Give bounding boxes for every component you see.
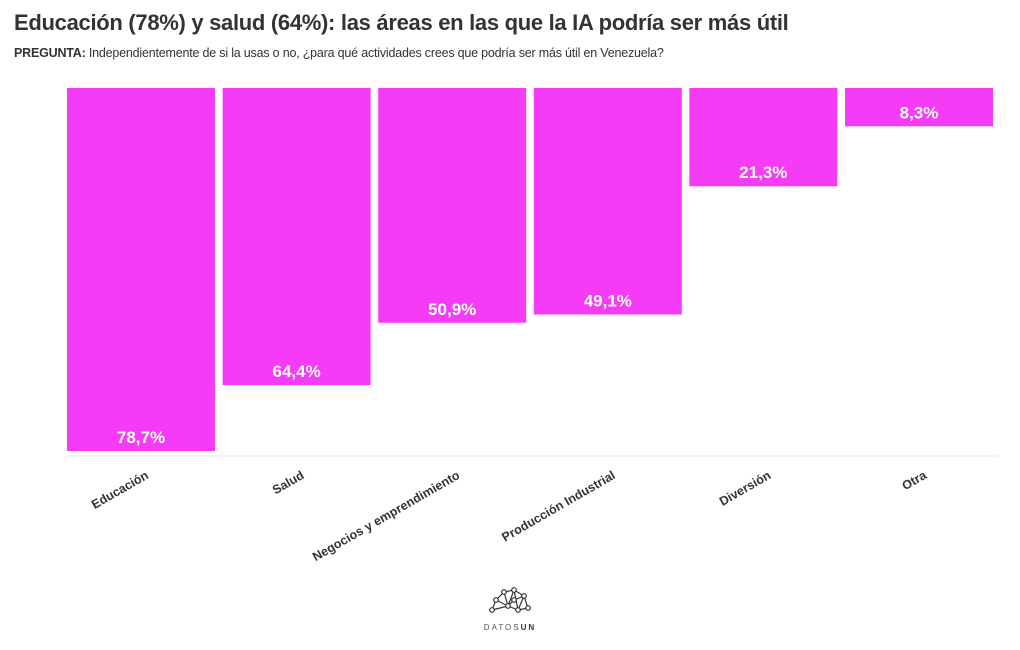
data-label: 21,3% xyxy=(739,163,787,182)
bar-3 xyxy=(533,88,682,315)
x-tick-label: Negocios y emprendimiento xyxy=(310,468,462,564)
logo-text: DATOSUN xyxy=(483,623,537,632)
bar-5 xyxy=(845,88,993,127)
x-tick-label: Otra xyxy=(900,468,930,493)
x-tick-label: Salud xyxy=(270,468,306,497)
data-label: 50,9% xyxy=(428,300,476,319)
chart-title: Educación (78%) y salud (64%): las áreas… xyxy=(14,10,789,35)
datosun-logo: DATOSUN xyxy=(470,586,550,632)
bar-4 xyxy=(689,88,838,187)
bar-1 xyxy=(222,88,371,386)
chart-subtitle: PREGUNTA: Independientemente de si la us… xyxy=(14,46,664,60)
x-tick-label: Producción Industrial xyxy=(499,468,617,544)
x-tick-label: Diversión xyxy=(717,468,773,509)
data-label: 49,1% xyxy=(584,291,632,310)
question-text: Independientemente de si la usas o no, ¿… xyxy=(88,46,664,60)
data-label: 8,3% xyxy=(900,103,939,122)
question-label: PREGUNTA: xyxy=(14,46,86,60)
network-logo-icon xyxy=(489,587,531,613)
x-tick-label: Educación xyxy=(89,468,151,512)
data-label: 78,7% xyxy=(117,428,165,447)
bar-2 xyxy=(378,88,527,323)
bar-0 xyxy=(67,88,215,451)
data-label: 64,4% xyxy=(272,362,320,381)
